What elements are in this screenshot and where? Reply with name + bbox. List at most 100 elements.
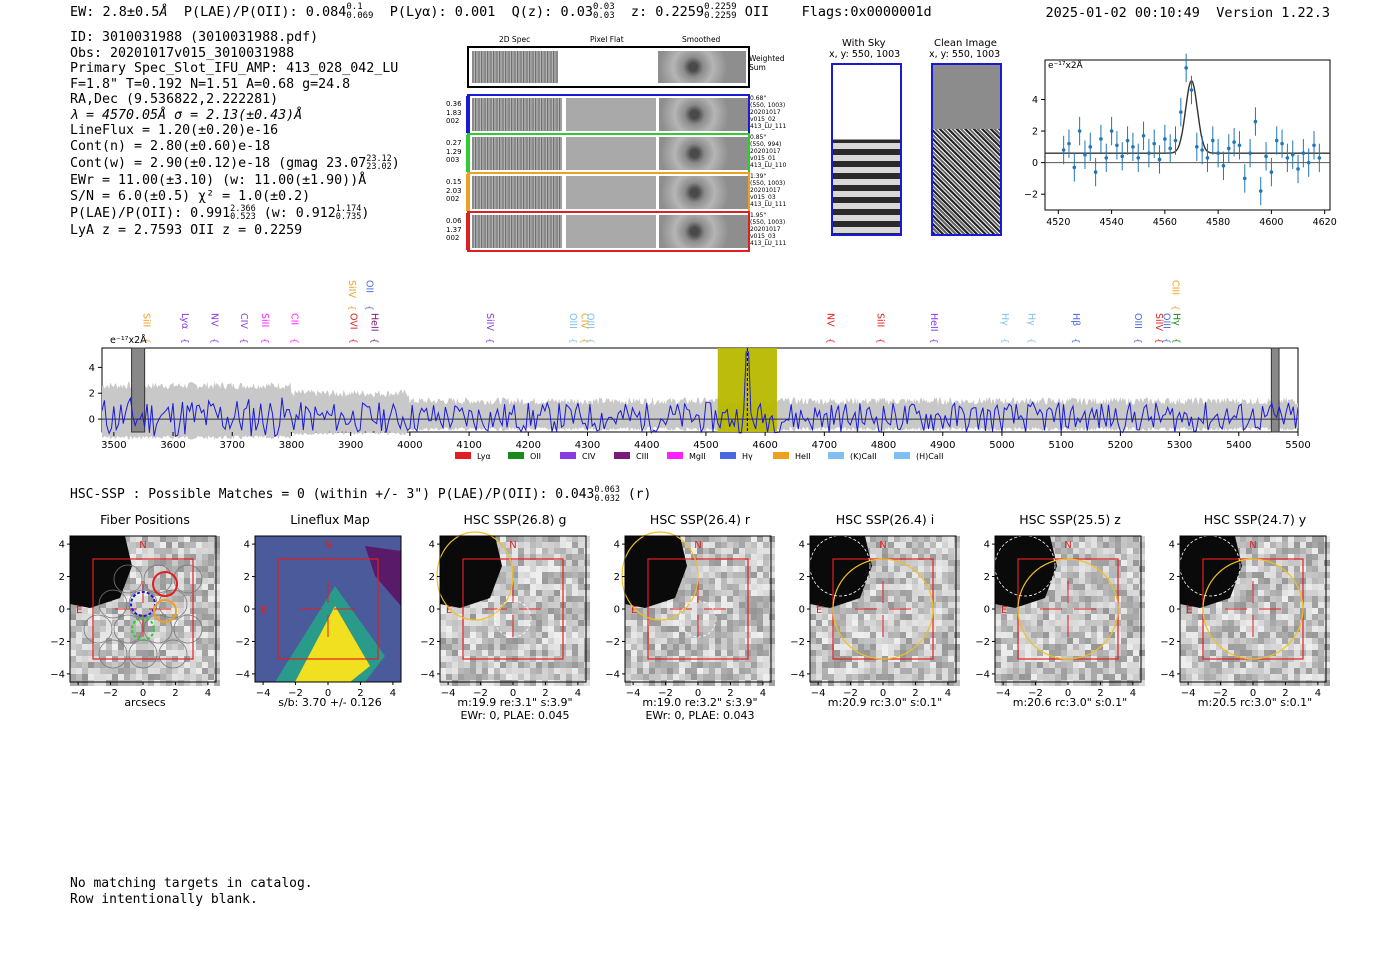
cutout-pixel: [1097, 602, 1103, 608]
cutout-pixel: [184, 566, 190, 572]
cutout-pixel: [1127, 542, 1133, 548]
cutout-pixel: [757, 680, 763, 686]
cutout-pixel: [763, 650, 769, 656]
cutout-pixel: [1282, 626, 1288, 632]
cutout-pixel: [202, 596, 208, 602]
cutout-pixel: [154, 638, 160, 644]
cutout-pixel: [1246, 542, 1252, 548]
cutout-pixel: [1222, 674, 1228, 680]
cutout-pixel: [512, 614, 518, 620]
cutout-pixel: [631, 626, 637, 632]
cutout-pixel: [1192, 608, 1198, 614]
cutout-pixel: [858, 626, 864, 632]
strip-color-marker: [466, 174, 470, 211]
cutout-pixel: [214, 584, 220, 590]
cutout-pixel: [166, 602, 172, 608]
cutout-pixel: [1127, 632, 1133, 638]
cutout-pixel: [1103, 644, 1109, 650]
cutout-pixel: [142, 608, 148, 614]
cutout-pixel: [530, 596, 536, 602]
cutout-pixel: [1288, 584, 1294, 590]
cutout-pixel: [202, 602, 208, 608]
cutout-pixel: [1109, 596, 1115, 602]
cutout-pixel: [148, 602, 154, 608]
cutout-pixel: [482, 638, 488, 644]
cutout-pixel: [1216, 638, 1222, 644]
cutout-pixel: [936, 572, 942, 578]
cutout-pixel: [1180, 602, 1186, 608]
cutout-pixel: [136, 626, 142, 632]
cutout-pixel: [942, 602, 948, 608]
cutout-y-tick-label: 4: [799, 540, 805, 551]
cutout-pixel: [810, 638, 816, 644]
cutout-pixel: [578, 656, 584, 662]
cutout-pixel: [1019, 644, 1025, 650]
cutout-pixel: [172, 554, 178, 560]
zoom-data-point: [1120, 154, 1125, 159]
zoom-data-point: [1269, 170, 1274, 174]
cutout-pixel: [1061, 590, 1067, 596]
cutout-pixel: [948, 674, 954, 680]
cutout-pixel: [214, 626, 220, 632]
cutout-pixel: [924, 614, 930, 620]
cutout-pixel: [679, 674, 685, 680]
cutout-pixel: [136, 668, 142, 674]
cutout-pixel: [1288, 626, 1294, 632]
cutout-pixel: [160, 566, 166, 572]
cutout-pixel: [1127, 560, 1133, 566]
cutout-pixel: [912, 566, 918, 572]
cutout-y-tick-label: −2: [50, 637, 65, 648]
cutout-y-tick-label: 0: [799, 605, 805, 616]
cutout-pixel: [995, 614, 1001, 620]
cutout-pixel: [649, 626, 655, 632]
cutout-pixel: [1228, 668, 1234, 674]
cutout-pixel: [995, 650, 1001, 656]
cutout-pixel: [1031, 602, 1037, 608]
cutout-pixel: [100, 638, 106, 644]
cutout-pixel: [160, 668, 166, 674]
cutout-pixel: [548, 548, 554, 554]
cutout-pixel: [834, 674, 840, 680]
cutout-pixel: [1270, 626, 1276, 632]
cutout-pixel: [1210, 638, 1216, 644]
cutout-pixel: [82, 626, 88, 632]
cutout-pixel: [900, 596, 906, 602]
cutout-pixel: [691, 542, 697, 548]
north-label: N: [324, 540, 331, 551]
spectrum-y-tick-label: 0: [89, 415, 95, 426]
cutout-pixel: [178, 548, 184, 554]
cutout-panel: HSC SSP(25.5) z N E −4 4 −2 2 0 0 2 −2 4 −4 m:20.6 rc…: [975, 512, 1145, 722]
cutout-pixel: [1276, 662, 1282, 668]
cutout-pixel: [166, 596, 172, 602]
cutout-pixel: [1025, 644, 1031, 650]
cutout-pixel: [894, 662, 900, 668]
cutout-pixel: [727, 578, 733, 584]
cutout-pixel: [697, 536, 703, 542]
cutout-pixel: [858, 620, 864, 626]
cutout-pixel: [488, 638, 494, 644]
cutout-pixel: [1091, 614, 1097, 620]
spectrum-line-label: NV: [209, 313, 220, 327]
cutout-pixel: [1282, 578, 1288, 584]
cutout-pixel: [924, 638, 930, 644]
cutout-pixel: [846, 644, 852, 650]
cutout-pixel: [757, 656, 763, 662]
cutout-pixel: [1133, 644, 1139, 650]
cutout-pixel: [751, 584, 757, 590]
cutout-pixel: [852, 644, 858, 650]
cutout-pixel: [739, 662, 745, 668]
cutout-pixel: [715, 572, 721, 578]
cutout-pixel: [870, 680, 876, 686]
cutout-pixel: [1294, 596, 1300, 602]
cutout-pixel: [172, 644, 178, 650]
cutout-pixel: [70, 608, 76, 614]
cutout-pixel: [184, 554, 190, 560]
cutout-pixel: [924, 554, 930, 560]
zoom-data-point: [1099, 137, 1103, 141]
cutout-pixel: [458, 662, 464, 668]
cutout-pixel: [894, 560, 900, 566]
cutout-pixel: [536, 596, 542, 602]
spectrum-x-tick-label: 4200: [516, 440, 541, 451]
cutout-pixel: [572, 620, 578, 626]
